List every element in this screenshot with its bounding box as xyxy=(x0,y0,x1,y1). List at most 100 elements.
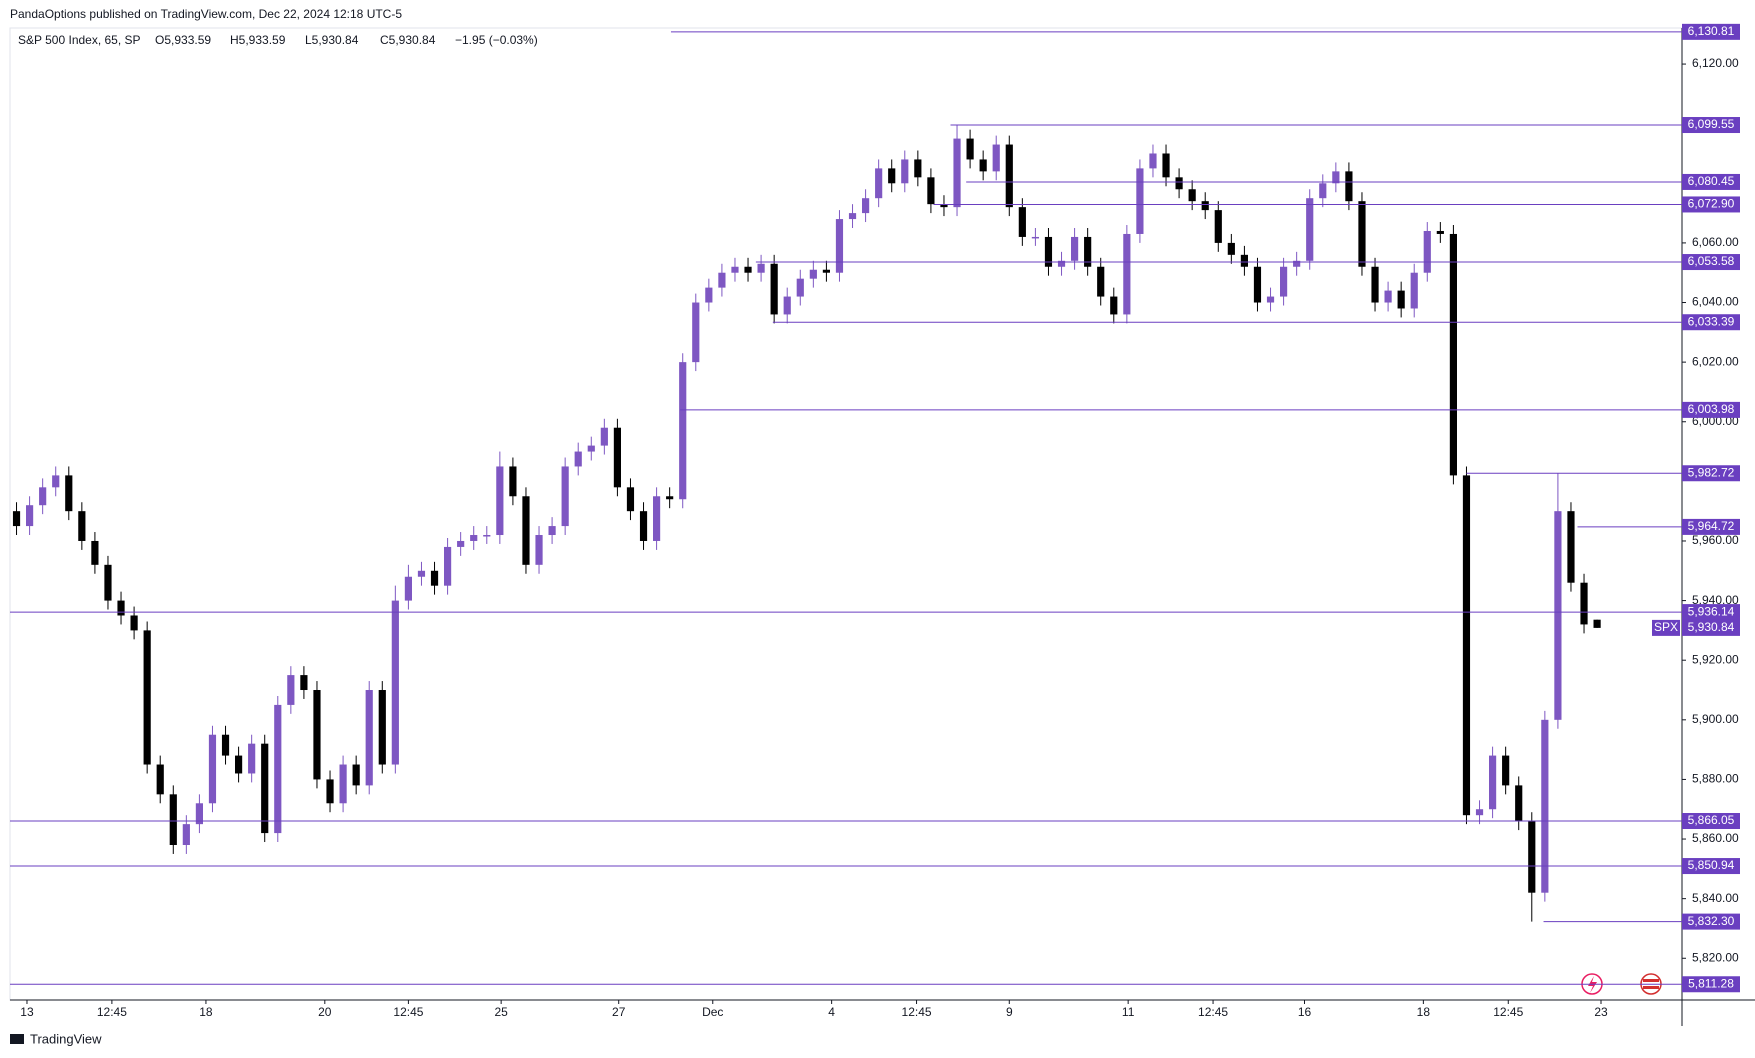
candle-body xyxy=(1345,171,1353,202)
candle-body xyxy=(1136,168,1144,234)
candle-body xyxy=(1462,475,1471,816)
level-label: 6,099.55 xyxy=(1688,117,1735,131)
candle-body xyxy=(300,675,308,691)
candle-body xyxy=(809,269,817,279)
candle-body xyxy=(1201,201,1209,211)
y-tick-label: 6,060.00 xyxy=(1692,235,1739,249)
candle-body xyxy=(522,496,530,565)
candle-body xyxy=(313,690,321,780)
brand: TradingView xyxy=(30,1031,102,1046)
candle-body xyxy=(1031,236,1039,239)
candle-body xyxy=(1005,144,1013,208)
candle-body xyxy=(417,570,426,577)
y-tick-label: 6,020.00 xyxy=(1692,354,1739,368)
open-text: O5,933.59 xyxy=(155,33,211,47)
candle-body xyxy=(940,204,948,208)
candle-body xyxy=(653,496,661,541)
candle-body xyxy=(221,734,230,756)
close-text: C5,930.84 xyxy=(380,33,436,47)
candle-body xyxy=(352,764,360,786)
brand-logo xyxy=(10,1034,24,1044)
y-tick-label: 5,900.00 xyxy=(1692,712,1739,726)
candle-body xyxy=(457,540,465,547)
candle-body xyxy=(444,546,452,586)
candle-body xyxy=(901,159,909,184)
candle-body xyxy=(731,266,739,273)
y-tick-label: 5,960.00 xyxy=(1692,533,1739,547)
level-label: 5,866.05 xyxy=(1688,813,1735,827)
x-tick-label: 4 xyxy=(828,1005,835,1019)
candle-body xyxy=(248,743,256,774)
candle-body xyxy=(535,535,543,565)
legend: S&P 500 Index, 65, SP O5,933.59 H5,933.5… xyxy=(18,33,538,47)
candle-body xyxy=(483,535,491,537)
level-label: 6,130.81 xyxy=(1688,24,1735,38)
x-tick-label: 12:45 xyxy=(97,1005,127,1019)
level-box xyxy=(1682,604,1740,621)
candle-body xyxy=(1123,233,1131,315)
x-tick-label: 16 xyxy=(1298,1005,1312,1019)
y-tick-label: 5,880.00 xyxy=(1692,772,1739,786)
candle-body xyxy=(888,168,896,184)
candle-body xyxy=(692,302,700,363)
published-note: PandaOptions published on TradingView.co… xyxy=(10,7,402,21)
candle-body xyxy=(339,764,347,804)
candle-body xyxy=(1110,296,1118,315)
y-tick-label: 5,940.00 xyxy=(1692,593,1739,607)
plot-frame xyxy=(9,27,1683,1001)
x-tick-label: 23 xyxy=(1594,1005,1608,1019)
x-tick-label: 12:45 xyxy=(1198,1005,1228,1019)
candle-body xyxy=(52,475,60,488)
level-box xyxy=(1682,23,1740,40)
candle-body xyxy=(208,734,217,804)
candle-body xyxy=(1410,272,1418,309)
candle-body xyxy=(1253,266,1262,303)
candle-body xyxy=(979,159,987,172)
x-tick-label: 20 xyxy=(318,1005,332,1019)
candle-body xyxy=(1240,254,1248,267)
level-label: 6,053.58 xyxy=(1688,254,1735,268)
candle-body xyxy=(169,794,177,846)
candle-body xyxy=(862,198,870,214)
level-box xyxy=(1682,254,1740,271)
level-box xyxy=(1682,858,1740,875)
candle-body xyxy=(992,144,1000,172)
candle-body xyxy=(796,278,804,297)
y-tick-label: 6,040.00 xyxy=(1692,295,1739,309)
symbol-tag xyxy=(1652,619,1680,636)
candle-body xyxy=(130,615,138,631)
candle-body xyxy=(561,466,569,527)
level-box xyxy=(1682,465,1740,482)
x-tick-label: 18 xyxy=(1417,1005,1431,1019)
flag-stripe xyxy=(1643,979,1659,982)
candle-body xyxy=(679,362,687,500)
x-tick-label: 11 xyxy=(1122,1005,1135,1019)
candle-body xyxy=(1397,290,1405,309)
candle-body xyxy=(1319,183,1327,199)
candle-body xyxy=(705,287,713,303)
candle-body xyxy=(378,690,386,765)
candle-body xyxy=(600,427,608,446)
level-label: 6,080.45 xyxy=(1688,174,1735,188)
level-label: 6,033.39 xyxy=(1688,314,1735,328)
x-tick-label: 9 xyxy=(1006,1005,1013,1019)
candle-body xyxy=(666,496,674,500)
candle-body xyxy=(326,779,334,804)
candle-body xyxy=(927,177,935,205)
candle-body xyxy=(1266,296,1275,303)
level-label: 5,850.94 xyxy=(1688,858,1735,872)
candle-body xyxy=(391,600,399,765)
candle-body xyxy=(430,570,439,586)
level-label: 5,964.72 xyxy=(1688,519,1735,533)
candle-body xyxy=(143,630,151,765)
candle-body xyxy=(404,576,412,601)
candle-body xyxy=(744,266,752,273)
y-tick-label: 5,920.00 xyxy=(1692,652,1739,666)
candle-body xyxy=(1358,201,1366,267)
candle-body xyxy=(1293,260,1301,267)
candle-body xyxy=(574,451,582,467)
candle-body xyxy=(1384,290,1392,303)
level-label: 5,936.14 xyxy=(1688,604,1735,618)
candle-body xyxy=(195,803,203,825)
